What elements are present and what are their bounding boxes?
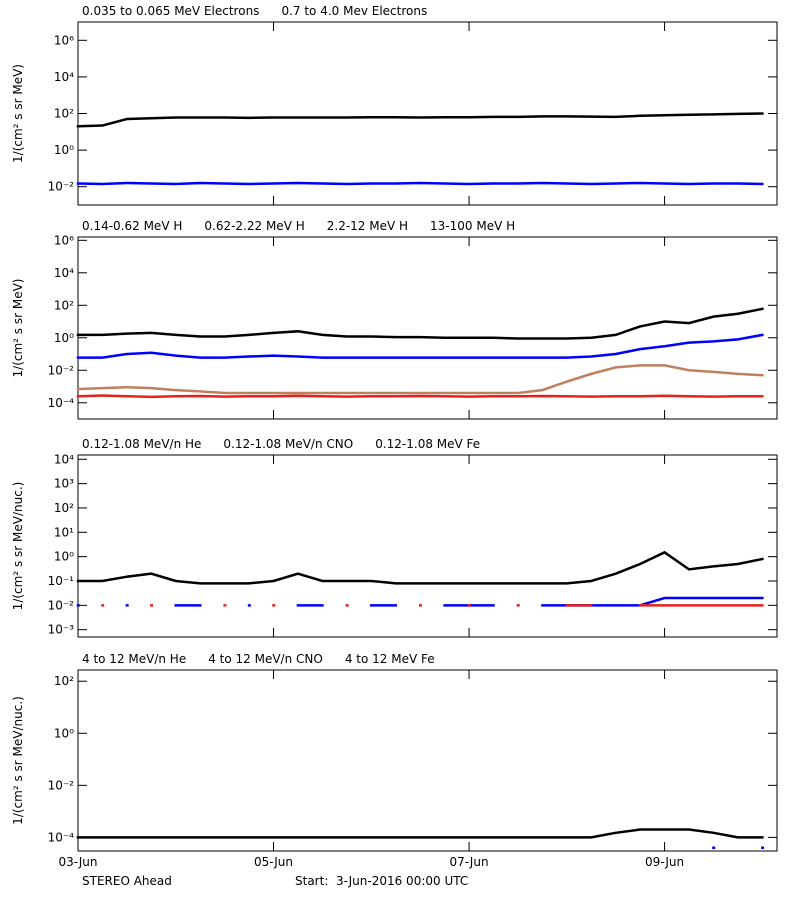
- series-line: [76, 394, 764, 399]
- y-tick-label: 10²: [54, 501, 74, 515]
- start-time: Start: 3-Jun-2016 00:00 UTC: [295, 874, 468, 888]
- y-tick-label: 10⁻³: [48, 623, 75, 637]
- y-tick-label: 10⁻⁴: [48, 830, 75, 844]
- plot-frame: [77, 21, 778, 206]
- y-tick-label: 10⁰: [54, 726, 74, 740]
- y-axis-label: 1/(cm² s sr MeV/nuc.): [11, 482, 25, 611]
- legend-entry: 0.035 to 0.065 MeV Electrons: [82, 4, 259, 18]
- axes: [77, 236, 778, 420]
- legend-entry: 0.12-1.08 MeV/n He: [82, 437, 201, 451]
- y-tick-label: 10⁻⁴: [48, 396, 75, 410]
- legend-entry: 0.7 to 4.0 Mev Electrons: [281, 4, 427, 18]
- legend-entry: 13-100 MeV H: [430, 219, 515, 233]
- legend-entry: 4 to 12 MeV/n He: [82, 652, 186, 666]
- legend-entry: 0.14-0.62 MeV H: [82, 219, 182, 233]
- y-tick-label: 10⁶: [54, 33, 74, 47]
- y-axis-label: 1/(cm² s sr MeV): [11, 64, 25, 163]
- legend-entry: 0.12-1.08 MeV/n CNO: [223, 437, 353, 451]
- series-line: [76, 828, 764, 839]
- plot-frame: [77, 669, 778, 852]
- x-tick-label: 05-Jun: [254, 855, 293, 869]
- x-tick-label: 03-Jun: [58, 855, 97, 869]
- legend-entry: 4 to 12 MeV Fe: [345, 652, 435, 666]
- y-tick-label: 10²: [54, 107, 74, 121]
- legend-entry: 0.12-1.08 MeV Fe: [375, 437, 480, 451]
- y-tick-label: 10⁻¹: [48, 574, 75, 588]
- series-line: [76, 550, 764, 585]
- y-tick-label: 10³: [54, 477, 74, 491]
- series-line: [76, 181, 764, 186]
- series-line: [76, 596, 764, 607]
- y-axis-label: 1/(cm² s sr MeV/nuc.): [11, 696, 25, 825]
- y-tick-label: 10⁰: [54, 550, 74, 564]
- axes: [77, 669, 778, 852]
- observatory: STEREO Ahead: [82, 874, 172, 888]
- series-line: [76, 333, 764, 359]
- series-line: [76, 307, 764, 340]
- series-line: [76, 112, 764, 128]
- y-tick-label: 10⁴: [54, 266, 74, 280]
- y-tick-label: 10⁻²: [48, 598, 75, 612]
- plot-frame: [77, 454, 778, 638]
- axes: [77, 454, 778, 638]
- y-tick-label: 10⁰: [54, 143, 74, 157]
- y-tick-label: 10²: [54, 298, 74, 312]
- y-tick-label: 10²: [54, 674, 74, 688]
- y-tick-label: 10⁶: [54, 233, 74, 247]
- y-tick-label: 10⁴: [54, 452, 74, 466]
- y-tick-label: 10⁻²: [48, 778, 75, 792]
- x-tick-label: 07-Jun: [450, 855, 489, 869]
- legend-entry: 0.62-2.22 MeV H: [204, 219, 304, 233]
- plot-frame: [77, 236, 778, 420]
- y-tick-label: 10¹: [54, 525, 74, 539]
- legend-entry: 2.2-12 MeV H: [327, 219, 408, 233]
- x-tick-label: 09-Jun: [645, 855, 684, 869]
- legend-entry: 4 to 12 MeV/n CNO: [208, 652, 323, 666]
- y-tick-label: 10⁴: [54, 70, 74, 84]
- y-axis-label: 1/(cm² s sr MeV): [11, 279, 25, 378]
- series-line: [76, 364, 764, 395]
- y-tick-label: 10⁰: [54, 331, 74, 345]
- axes: [77, 21, 778, 206]
- y-tick-label: 10⁻²: [48, 180, 75, 194]
- y-tick-label: 10⁻²: [48, 363, 75, 377]
